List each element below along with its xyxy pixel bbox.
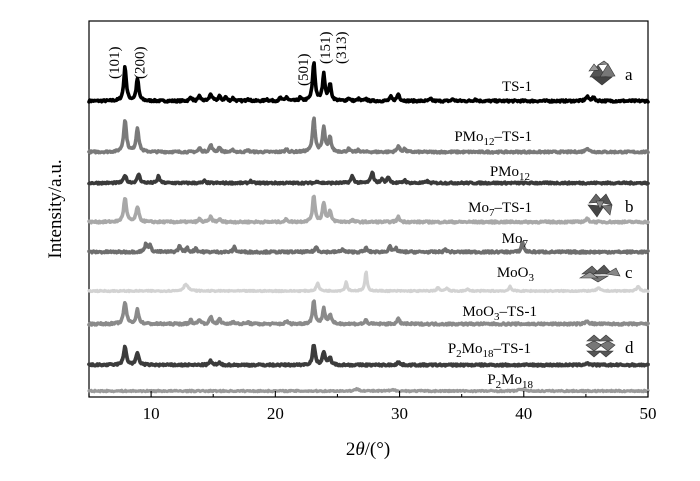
trace-group [87, 61, 650, 394]
mo7-cluster-icon-facet-4 [601, 204, 613, 216]
ts1-framework-icon-facet-5 [588, 63, 600, 72]
panel-letter-d: d [625, 338, 634, 357]
ts1-framework-icon [588, 60, 616, 86]
moo3-layer-icon-facet-2 [593, 264, 613, 275]
trace-3 [87, 170, 650, 186]
x-tick-label-40: 40 [515, 404, 532, 423]
plot-frame [88, 20, 649, 398]
x-axis-title-suffix: /(°) [365, 439, 391, 460]
trace-7 [87, 299, 650, 327]
peak-label-1: (101) [107, 47, 123, 80]
ts1-framework-icon-facet-3 [591, 76, 613, 86]
curve-label-5: Mo7 [502, 231, 529, 250]
moo3-layer-icon-facet-5 [578, 271, 599, 279]
moo3-layer-icon-facet-4 [605, 267, 621, 277]
panel-letter-c: c [625, 263, 633, 282]
curve-label-6: MoO3 [497, 265, 535, 284]
curve-label-7: MoO3–TS-1 [462, 304, 537, 323]
curve-label-2: PMo12–TS-1 [454, 129, 532, 148]
mo7-cluster-icon-facet-3 [587, 204, 605, 218]
trace-6 [87, 270, 650, 294]
p2mo18-cluster-icon-facet-4 [599, 340, 616, 352]
p2mo18-cluster-icon-facet-3 [585, 340, 603, 352]
trace-4 [87, 194, 650, 225]
x-axis: 10 20 30 40 50 [88, 391, 657, 423]
peak-label-2: (200) [132, 47, 148, 80]
panel-letter-a: a [625, 65, 633, 84]
mo7-cluster-icon [587, 193, 613, 218]
peak-label-5: (313) [334, 32, 350, 65]
x-tick-label-30: 30 [391, 404, 408, 423]
x-axis-title-symbol: θ [355, 439, 364, 460]
x-tick-label-50: 50 [640, 404, 657, 423]
p2mo18-cluster-icon [585, 334, 616, 358]
x-tick-label-10: 10 [143, 404, 160, 423]
curve-label-3: PMo12 [490, 164, 530, 183]
peak-label-3: (501) [296, 54, 312, 87]
moo3-layer-icon [578, 264, 621, 283]
ts1-framework-icon-facet-2 [599, 63, 616, 78]
trace-8 [87, 343, 650, 368]
trace-2 [87, 116, 650, 155]
trace-9 [87, 387, 650, 394]
panel-letter-b: b [625, 197, 634, 216]
ts1-framework-icon-facet-4 [597, 60, 609, 66]
curve-label-1: TS-1 [502, 79, 532, 95]
trace-1 [87, 61, 650, 104]
y-axis-title: Intensity/a.u. [45, 159, 66, 258]
mo7-cluster-icon-facet-5 [595, 200, 605, 210]
peak-label-group: (101) (200) (501) (151) (313) [107, 32, 350, 87]
p2mo18-cluster-icon-facet-6 [598, 350, 614, 358]
p2mo18-cluster-icon-facet-5 [586, 350, 602, 358]
trace-5 [87, 240, 650, 255]
x-axis-title: 2θ/(°) [346, 439, 390, 460]
curve-label-group: TS-1 a PMo12–TS-1 PMo12 Mo7–TS-1 b Mo7 MoO3 c MoO… [448, 60, 634, 391]
curve-label-4: Mo7–TS-1 [468, 200, 532, 219]
peak-label-4: (151) [318, 32, 334, 65]
curve-label-9: P2Mo18 [487, 372, 533, 391]
curve-label-8: P2Mo18–TS-1 [448, 341, 531, 360]
x-axis-title-prefix: 2 [346, 439, 356, 460]
p2mo18-cluster-icon-facet-1 [586, 334, 602, 342]
x-tick-label-20: 20 [267, 404, 284, 423]
p2mo18-cluster-icon-facet-2 [598, 334, 614, 342]
